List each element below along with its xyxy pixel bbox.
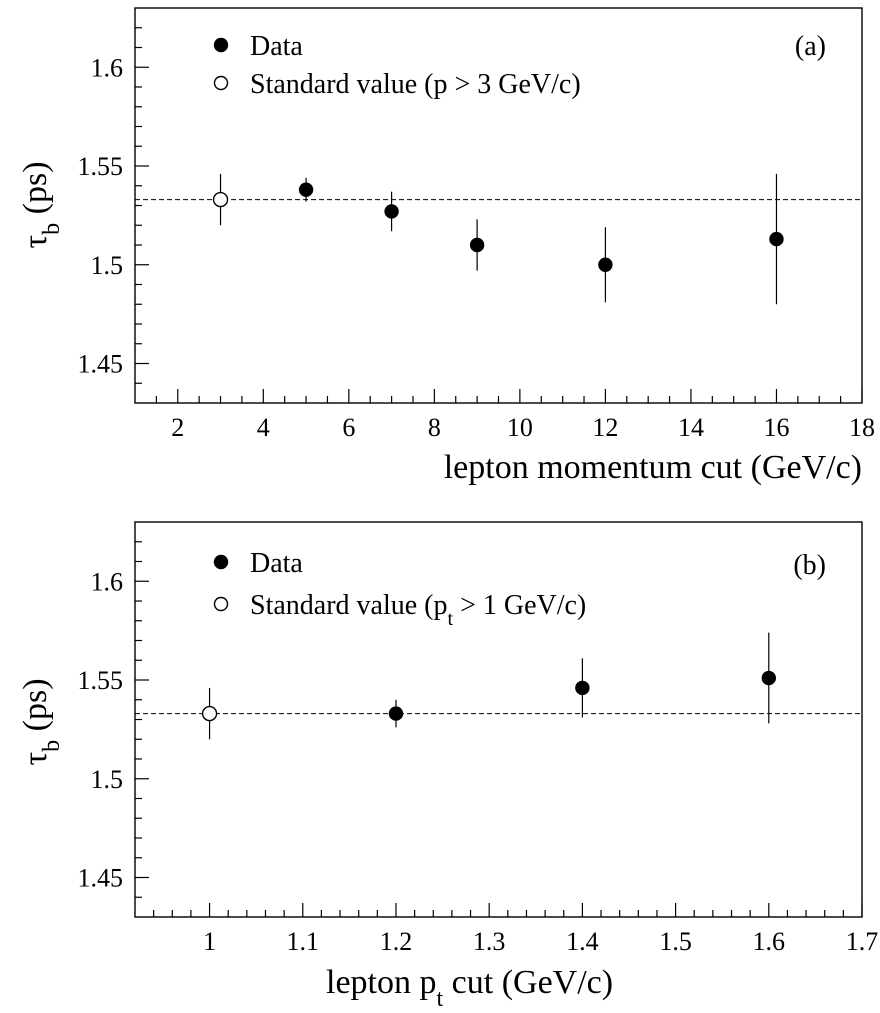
panel-a-legend-marker-data (213, 37, 229, 53)
panel-b-points (201, 670, 776, 722)
panel-b-legend: Data Standard value (pt > 1 GeV/c) (213, 548, 586, 630)
panel-b-y-tick-label: 1.6 (91, 567, 124, 596)
panel-a-tick-labels: 2 4 6 8 10 12 14 16 18 1.45 1.5 1.55 1.6 (78, 53, 876, 442)
panel-a-data-point (598, 257, 613, 272)
panel-a-data-point (298, 182, 314, 197)
panel-a-data-point (469, 237, 485, 253)
panel-a-x-tick-label: 10 (507, 413, 533, 442)
panel-a-x-tick-label: 2 (171, 413, 184, 442)
panel-a-x-tick-label: 6 (342, 413, 355, 442)
panel-a-y-label-unit: (ps) (17, 161, 54, 222)
panel-b-x-label-sub: t (436, 986, 443, 1012)
panel-b-x-tick-label: 1.6 (753, 927, 786, 956)
panel-b-data-point (388, 706, 404, 721)
panel-b-x-axis-label: lepton pt cut (GeV/c) (326, 964, 613, 1012)
panel-a-legend-marker-standard (213, 75, 229, 91)
panel-a-x-tick-label: 14 (678, 413, 704, 442)
panel-b-y-label-subscript: b (39, 740, 65, 752)
panel-a-legend-data-text: Data (250, 31, 303, 62)
panel-a-frame (134, 7, 863, 404)
panel-a-data-point (384, 204, 399, 219)
panel-b-y-tick-label: 1.45 (78, 864, 124, 893)
panel-a: 2 4 6 8 10 12 14 16 18 1.45 1.5 1.55 1.6 (a) Data St… (17, 7, 876, 486)
panel-b-legend-standard-text-post: > 1 GeV/c) (453, 590, 586, 621)
panel-a-data-point (769, 231, 784, 247)
panel-b-legend-data-text: Data (250, 548, 303, 579)
panel-b-legend-standard-text: Standard value (pt > 1 GeV/c) (250, 590, 586, 630)
panel-a-legend-standard-text: Standard value (p > 3 GeV/c) (250, 69, 581, 100)
panel-a-legend: Data Standard value (p > 3 GeV/c) (213, 31, 581, 100)
panel-b-x-tick-label: 1.3 (473, 927, 506, 956)
panel-b-data-point (761, 670, 776, 686)
panel-b-x-tick-label: 1.1 (287, 927, 320, 956)
panel-b-legend-standard-text-pre: Standard value (p (250, 590, 448, 621)
panel-a-major-ticks (135, 66, 863, 403)
panel-b-data-point (575, 680, 590, 696)
panel-b-tick-labels: 1 1.1 1.2 1.3 1.4 1.5 1.6 1.7 1.45 1.5 1.55 1.6 (78, 567, 879, 956)
panel-a-minor-ticks (135, 27, 842, 403)
panel-b-label: (b) (793, 550, 826, 581)
panel-b-x-tick-label: 1.2 (380, 927, 413, 956)
panel-b-y-tick-label: 1.5 (91, 765, 124, 794)
panel-b-legend-marker-standard (213, 596, 229, 612)
panel-b-error-bars (208, 632, 770, 740)
panel-b-legend-marker-data (213, 554, 229, 570)
panel-b-y-label-symbol: τ (17, 752, 54, 766)
panel-b-y-label-unit: (ps) (17, 678, 54, 739)
panel-b-major-ticks (135, 580, 863, 917)
panel-b-x-label-pre: lepton p (326, 964, 436, 1001)
panel-a-y-label-subscript: b (39, 223, 65, 235)
panel-a-x-tick-label: 12 (592, 413, 618, 442)
panel-a-y-tick-label: 1.45 (78, 350, 124, 379)
panel-b-x-tick-label: 1.4 (566, 927, 599, 956)
panel-a-y-tick-label: 1.6 (91, 53, 124, 82)
panel-b-x-tick-label: 1.5 (659, 927, 692, 956)
panel-a-x-tick-label: 8 (428, 413, 441, 442)
panel-a-y-axis-label: τb (ps) (17, 161, 65, 248)
panel-b-minor-ticks (135, 541, 844, 917)
panel-b-y-axis-label: τb (ps) (17, 678, 65, 765)
panel-a-x-tick-label: 4 (257, 413, 270, 442)
panel-a-x-axis-label: lepton momentum cut (GeV/c) (444, 449, 862, 486)
panel-b-standard-point (201, 705, 218, 722)
panel-b-frame (134, 521, 863, 918)
panel-a-x-tick-label: 18 (849, 413, 875, 442)
panel-b-y-tick-label: 1.55 (78, 666, 124, 695)
panel-b: 1 1.1 1.2 1.3 1.4 1.5 1.6 1.7 1.45 1.5 1.55 1.6 (b)… (17, 521, 879, 1012)
panel-b-x-label-post: cut (GeV/c) (443, 964, 613, 1001)
panel-a-y-label-symbol: τ (17, 235, 54, 249)
panel-b-legend-standard-text-sub: t (448, 608, 454, 630)
panel-a-y-tick-label: 1.55 (78, 152, 124, 181)
panel-a-label: (a) (795, 31, 826, 62)
panel-a-points (212, 182, 784, 272)
panel-a-y-tick-label: 1.5 (91, 251, 124, 280)
panel-a-standard-point (212, 191, 229, 208)
panel-b-x-tick-label: 1.7 (846, 927, 879, 956)
panel-b-x-tick-label: 1 (203, 927, 216, 956)
panel-a-x-tick-label: 16 (763, 413, 789, 442)
